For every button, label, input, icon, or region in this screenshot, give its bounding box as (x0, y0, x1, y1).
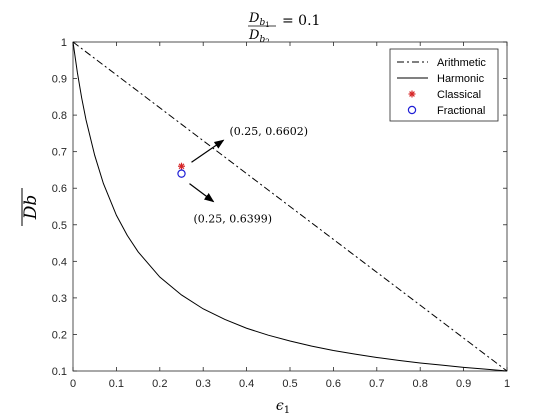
x-tick-label: 0.9 (456, 378, 471, 390)
legend-label-harmonic: Harmonic (437, 73, 485, 85)
annotation-layer: (0.25, 0.6602) (0.25, 0.6399) (189, 125, 309, 226)
x-tick-label: 0.2 (152, 378, 167, 390)
axis-ticks: 0 0.1 0.2 0.3 0.4 0.5 0.6 0.7 0.8 0.9 10.10.20.30.… (52, 37, 510, 390)
x-tick-label: 0.4 (239, 378, 254, 390)
title-numerator: D (248, 11, 260, 26)
title-denominator-sub: b (259, 35, 265, 45)
y-axis-label: Db (21, 188, 41, 226)
title-rhs: = 0.1 (282, 13, 320, 29)
title-numerator-subsub: 1 (265, 21, 269, 29)
legend-entry-arithmetic: Arithmetic (397, 57, 486, 69)
y-axis-label-text: Db (21, 195, 41, 221)
x-tick-label: 0.1 (109, 378, 124, 390)
y-tick-label: 1 (61, 37, 67, 49)
legend-swatch-fractional (407, 105, 417, 115)
y-tick-label: 0.4 (52, 256, 67, 268)
y-tick-label: 0.2 (52, 329, 67, 341)
x-tick-label: 0.6 (326, 378, 341, 390)
x-tick-label: 0 (70, 378, 76, 390)
legend: Arithmetic Harmonic Classical Fractional (389, 48, 499, 122)
legend-label-classical: Classical (437, 89, 481, 101)
y-tick-label: 0.1 (52, 366, 67, 378)
y-tick-label: 0.8 (52, 110, 67, 122)
x-axis-label-symbol: ϵ (276, 398, 284, 414)
chart-title: Db1 Db2 = 0.1 (248, 11, 320, 46)
legend-entry-harmonic: Harmonic (397, 73, 485, 85)
arithmetic-line (72, 41, 508, 372)
legend-entry-fractional: Fractional (407, 105, 485, 117)
x-tick-label: 0.7 (369, 378, 384, 390)
x-tick-label: 0.5 (282, 378, 297, 390)
harmonic-line (72, 41, 508, 372)
legend-label-arithmetic: Arithmetic (437, 57, 486, 69)
annotation-arrow-classical (191, 139, 225, 163)
fractional-point (177, 169, 186, 178)
y-tick-label: 0.9 (52, 74, 67, 86)
x-tick-label: 0.8 (413, 378, 428, 390)
classical-point (178, 162, 185, 170)
svg-text:Db1: Db1 (248, 11, 270, 29)
title-numerator-sub: b (259, 18, 265, 28)
y-tick-label: 0.5 (52, 220, 67, 232)
y-tick-label: 0.7 (52, 147, 67, 159)
title-denominator: D (248, 28, 260, 43)
x-axis-label-sub: 1 (284, 405, 290, 416)
x-axis-label: ϵ1 (276, 398, 290, 416)
annotation-label-classical: (0.25, 0.6602) (230, 125, 309, 138)
annotation-arrow-fractional (189, 183, 215, 203)
annotation-label-fractional: (0.25, 0.6399) (194, 213, 273, 226)
series-layer (72, 41, 508, 372)
x-tick-label: 1 (504, 378, 510, 390)
y-tick-label: 0.6 (52, 183, 67, 195)
legend-swatch-classical (408, 90, 416, 98)
x-tick-label: 0.3 (196, 378, 211, 390)
y-tick-label: 0.3 (52, 293, 67, 305)
legend-entry-classical: Classical (408, 89, 481, 101)
legend-label-fractional: Fractional (437, 105, 485, 117)
